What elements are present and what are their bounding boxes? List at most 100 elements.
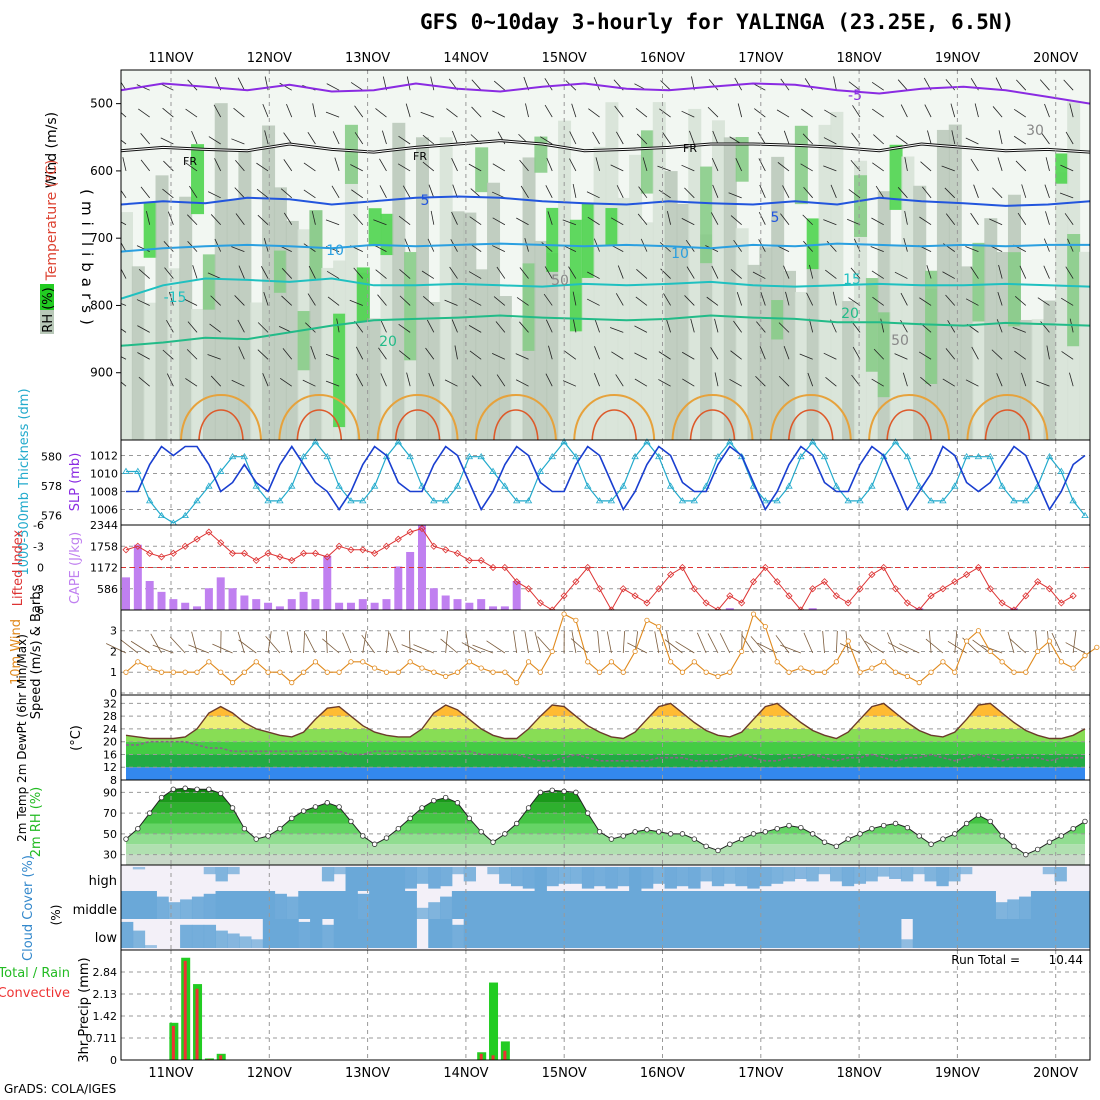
cloud-cover-bar [274, 919, 287, 948]
wind-barb-10m [325, 631, 328, 654]
lifted-index-point [785, 592, 793, 600]
wind-barb [636, 269, 648, 279]
wind-barb [425, 347, 435, 360]
rh-point [620, 833, 626, 839]
wind-barb [689, 130, 695, 145]
wind-barb [325, 380, 340, 387]
wind-speed-point [561, 611, 567, 617]
wind-barb [121, 268, 127, 279]
cape-bar [512, 580, 521, 610]
thickness-point [264, 497, 272, 504]
wind-speed-point [431, 669, 437, 675]
cloud-cover-bar [995, 902, 1008, 919]
thickness-point [524, 497, 533, 504]
wind-barb [520, 185, 529, 199]
wind-barb [544, 78, 553, 91]
wind-barb [737, 103, 743, 118]
rh-fill-column [984, 218, 998, 440]
temp-tick-label: 28 [103, 710, 117, 723]
lifted-index-point [868, 571, 876, 579]
wind-barb [451, 319, 458, 333]
wind-barb [163, 241, 174, 252]
rh-fill-patch [356, 267, 370, 322]
lifted-index-point [465, 556, 473, 564]
precip-convective-bar [503, 1050, 507, 1060]
wind-barb [166, 320, 174, 333]
rh-tick-label: 50 [103, 828, 117, 841]
lifted-index-point [572, 578, 580, 586]
wind-barb [997, 291, 1003, 306]
cloud-cover-bar [688, 891, 701, 919]
cloud-cover-bar [593, 867, 606, 887]
temperature-contour-hot [591, 409, 637, 440]
rh-point [348, 818, 354, 825]
thickness-point [666, 482, 675, 489]
wind-barb [803, 186, 813, 199]
cloud-cover-bar [558, 919, 571, 948]
lifted-index-point [951, 578, 959, 586]
cape-bar [122, 577, 130, 610]
wind-barb [708, 79, 719, 91]
wind-speed-point [1070, 665, 1076, 671]
wind-barb [904, 210, 908, 225]
cloud-cover-bar [333, 891, 347, 919]
wind-barb [572, 184, 577, 198]
cloud-cover-bar [1078, 919, 1091, 948]
cloud-cover-bar [215, 930, 228, 948]
cloud-cover-bar [581, 867, 595, 889]
wind-barb [210, 214, 222, 225]
wind-barb [995, 77, 1003, 91]
wind-barb [1044, 184, 1050, 198]
wind-barb-10m [465, 631, 470, 654]
thickness-point [856, 497, 864, 504]
cloud-cover-bar [404, 919, 417, 948]
cape-tick-label: 586 [97, 583, 118, 596]
cape-bar [264, 602, 273, 610]
cloud-cover-bar [711, 867, 725, 887]
wind-barb [636, 133, 648, 145]
wind-barb [495, 321, 506, 333]
wind-barb [378, 347, 387, 360]
wind-barb [398, 350, 411, 360]
wind-barb [377, 294, 387, 306]
rh-fill-column [593, 146, 607, 440]
cape-bar [252, 599, 261, 610]
wind-barb [516, 297, 529, 306]
temperature-contour-line [121, 82, 1090, 105]
rh-fill-patch [771, 300, 785, 340]
wind-barb-10m [486, 640, 506, 654]
wind-barb-10m [1007, 631, 1015, 654]
cape-bar [915, 608, 924, 610]
lifted-index-point [903, 599, 911, 607]
lifted-index-line [125, 527, 1074, 612]
cloud-cover-bar [215, 867, 228, 882]
wind-speed-point [372, 665, 378, 671]
lifted-index-point [749, 578, 758, 586]
wind-barb [807, 372, 814, 387]
wind-barb [945, 294, 956, 306]
wind-barb-10m [707, 633, 719, 654]
wind-barb [900, 292, 908, 306]
thickness-point [501, 482, 509, 489]
wind-barb [686, 266, 695, 279]
wind-barb [681, 110, 695, 118]
cloud-cover-bar [782, 891, 796, 919]
wind-barb [353, 213, 364, 225]
thickness-point [217, 467, 225, 474]
precip-tick-label: 0 [110, 1054, 117, 1067]
wind-barb [850, 267, 861, 279]
temp-tick-label: 24 [103, 723, 117, 736]
wind-barb [235, 159, 245, 172]
lifted-index-point [134, 542, 142, 550]
wind-tick-label: 3 [110, 625, 117, 638]
rh-point [987, 818, 993, 825]
cloud-cover-bar [700, 891, 713, 919]
wind-barb [997, 157, 1003, 172]
rh-fill-patch [605, 208, 619, 245]
wind-barb-10m [859, 634, 873, 654]
cloud-cover-bar [617, 891, 630, 919]
wind-speed-point [289, 680, 295, 686]
wind-barb [594, 319, 600, 333]
temperature-contour-warm [966, 394, 1049, 440]
cape-bar [323, 555, 332, 610]
